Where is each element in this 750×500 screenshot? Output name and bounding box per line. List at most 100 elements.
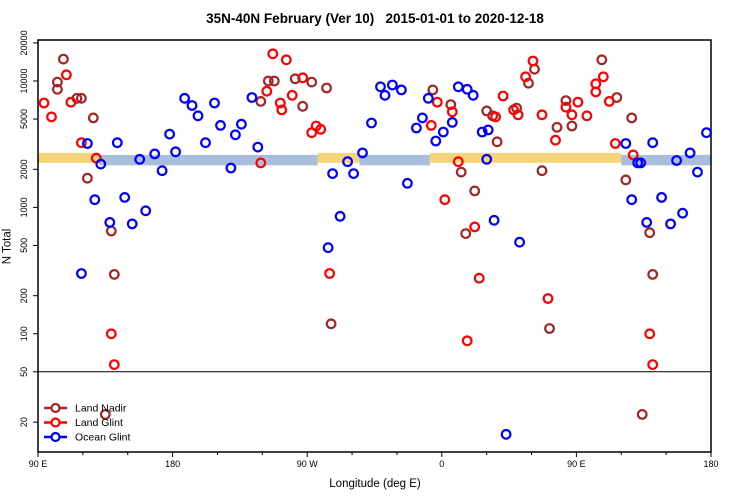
- data-point-ocean-glint: [200, 137, 211, 149]
- legend-label: Land Glint: [75, 417, 123, 429]
- chart-title: 35N-40N February (Ver 10) 2015-01-01 to …: [206, 11, 544, 26]
- data-point-ocean-glint: [179, 92, 191, 104]
- data-point-ocean-glint: [246, 92, 258, 103]
- data-point-land-nadir: [626, 112, 638, 124]
- data-point-land-nadir: [306, 76, 318, 88]
- data-point-ocean-glint: [209, 97, 220, 109]
- band-segment: [38, 152, 100, 163]
- data-point-ocean-glint: [119, 191, 131, 203]
- data-point-land-nadir: [262, 75, 274, 87]
- data-point-land-nadir: [52, 76, 63, 88]
- data-point-land-nadir: [560, 95, 572, 106]
- data-point-land-nadir: [636, 409, 648, 420]
- data-point-land-glint: [324, 268, 336, 279]
- data-point-land-glint: [461, 335, 473, 347]
- y-tick-label: 1000: [19, 197, 29, 217]
- data-point-land-glint: [446, 106, 458, 118]
- data-point-land-glint: [65, 96, 77, 108]
- data-point-land-nadir: [255, 95, 267, 107]
- data-point-ocean-glint: [334, 210, 346, 222]
- data-point-land-glint: [46, 111, 57, 123]
- x-tick-label: 90 E: [567, 459, 586, 469]
- data-point-land-glint: [597, 71, 609, 83]
- x-tick-label: 90 W: [297, 459, 319, 469]
- data-point-ocean-glint: [95, 158, 107, 170]
- data-point-ocean-glint: [126, 218, 138, 230]
- band-segment: [359, 154, 430, 166]
- data-point-land-nadir: [105, 225, 117, 237]
- data-point-ocean-glint: [396, 84, 407, 96]
- data-point-land-glint: [425, 119, 437, 131]
- data-point-land-nadir: [460, 228, 472, 240]
- data-point-land-glint: [469, 221, 481, 233]
- x-tick-label: 0: [439, 459, 444, 469]
- data-point-ocean-glint: [342, 156, 354, 168]
- x-tick-label: 90 E: [29, 459, 48, 469]
- data-point-ocean-glint: [81, 138, 93, 149]
- data-point-ocean-glint: [235, 118, 247, 130]
- data-point-ocean-glint: [215, 119, 226, 131]
- data-point-land-glint: [508, 104, 519, 116]
- data-point-land-glint: [644, 328, 656, 340]
- y-tick-label: 100: [19, 326, 29, 341]
- data-point-land-glint: [280, 54, 292, 66]
- data-point-land-glint: [550, 134, 561, 146]
- data-point-land-glint: [439, 194, 451, 206]
- legend-label: Ocean Glint: [75, 432, 131, 444]
- y-tick-label: 20: [19, 417, 29, 427]
- data-point-ocean-glint: [665, 218, 676, 230]
- data-point-land-glint: [590, 86, 602, 98]
- data-point-land-nadir: [108, 269, 120, 280]
- data-point-ocean-glint: [684, 147, 696, 159]
- data-point-land-glint: [609, 138, 621, 149]
- data-point-ocean-glint: [411, 122, 422, 134]
- data-point-ocean-glint: [452, 81, 464, 93]
- data-point-land-glint: [431, 96, 443, 108]
- data-point-ocean-glint: [671, 155, 682, 166]
- data-point-land-glint: [627, 149, 639, 161]
- data-point-ocean-glint: [357, 147, 368, 159]
- data-point-ocean-glint: [692, 166, 703, 178]
- legend-marker: [50, 402, 61, 414]
- data-point-land-nadir: [427, 84, 439, 96]
- data-point-ocean-glint: [149, 148, 161, 160]
- data-point-land-glint: [572, 96, 584, 108]
- data-point-land-nadir: [52, 83, 63, 95]
- data-point-land-glint: [306, 127, 318, 139]
- data-point-land-glint: [108, 359, 120, 371]
- data-point-ocean-glint: [461, 83, 473, 95]
- data-point-land-nadir: [544, 323, 555, 334]
- data-point-land-glint: [452, 156, 464, 168]
- data-point-land-glint: [603, 95, 615, 107]
- data-point-land-glint: [38, 97, 50, 109]
- data-point-ocean-glint: [140, 205, 152, 217]
- data-point-ocean-glint: [164, 128, 176, 140]
- data-point-land-glint: [286, 89, 298, 101]
- data-point-land-glint: [267, 48, 279, 60]
- data-point-ocean-glint: [430, 135, 442, 147]
- legend-marker: [50, 431, 61, 443]
- data-point-land-nadir: [58, 53, 69, 65]
- y-tick-label: 20000: [19, 30, 29, 55]
- data-point-land-glint: [520, 71, 531, 83]
- data-point-land-nadir: [566, 120, 578, 132]
- data-point-ocean-glint: [500, 428, 512, 440]
- data-point-ocean-glint: [322, 242, 334, 254]
- y-tick-label: 5000: [19, 109, 29, 129]
- data-point-land-glint: [560, 101, 572, 113]
- data-point-ocean-glint: [422, 92, 434, 104]
- data-point-land-nadir: [647, 269, 659, 280]
- data-point-land-glint: [276, 104, 288, 116]
- data-point-land-glint: [105, 328, 117, 340]
- data-point-land-glint: [315, 123, 327, 135]
- data-point-land-nadir: [297, 100, 309, 112]
- data-point-ocean-glint: [641, 216, 653, 228]
- data-point-land-glint: [536, 109, 548, 121]
- data-point-ocean-glint: [467, 89, 479, 101]
- data-point-land-nadir: [268, 75, 280, 87]
- data-point-land-nadir: [445, 99, 457, 110]
- data-point-ocean-glint: [186, 100, 198, 111]
- band-segment: [429, 152, 622, 163]
- data-point-ocean-glint: [647, 137, 659, 149]
